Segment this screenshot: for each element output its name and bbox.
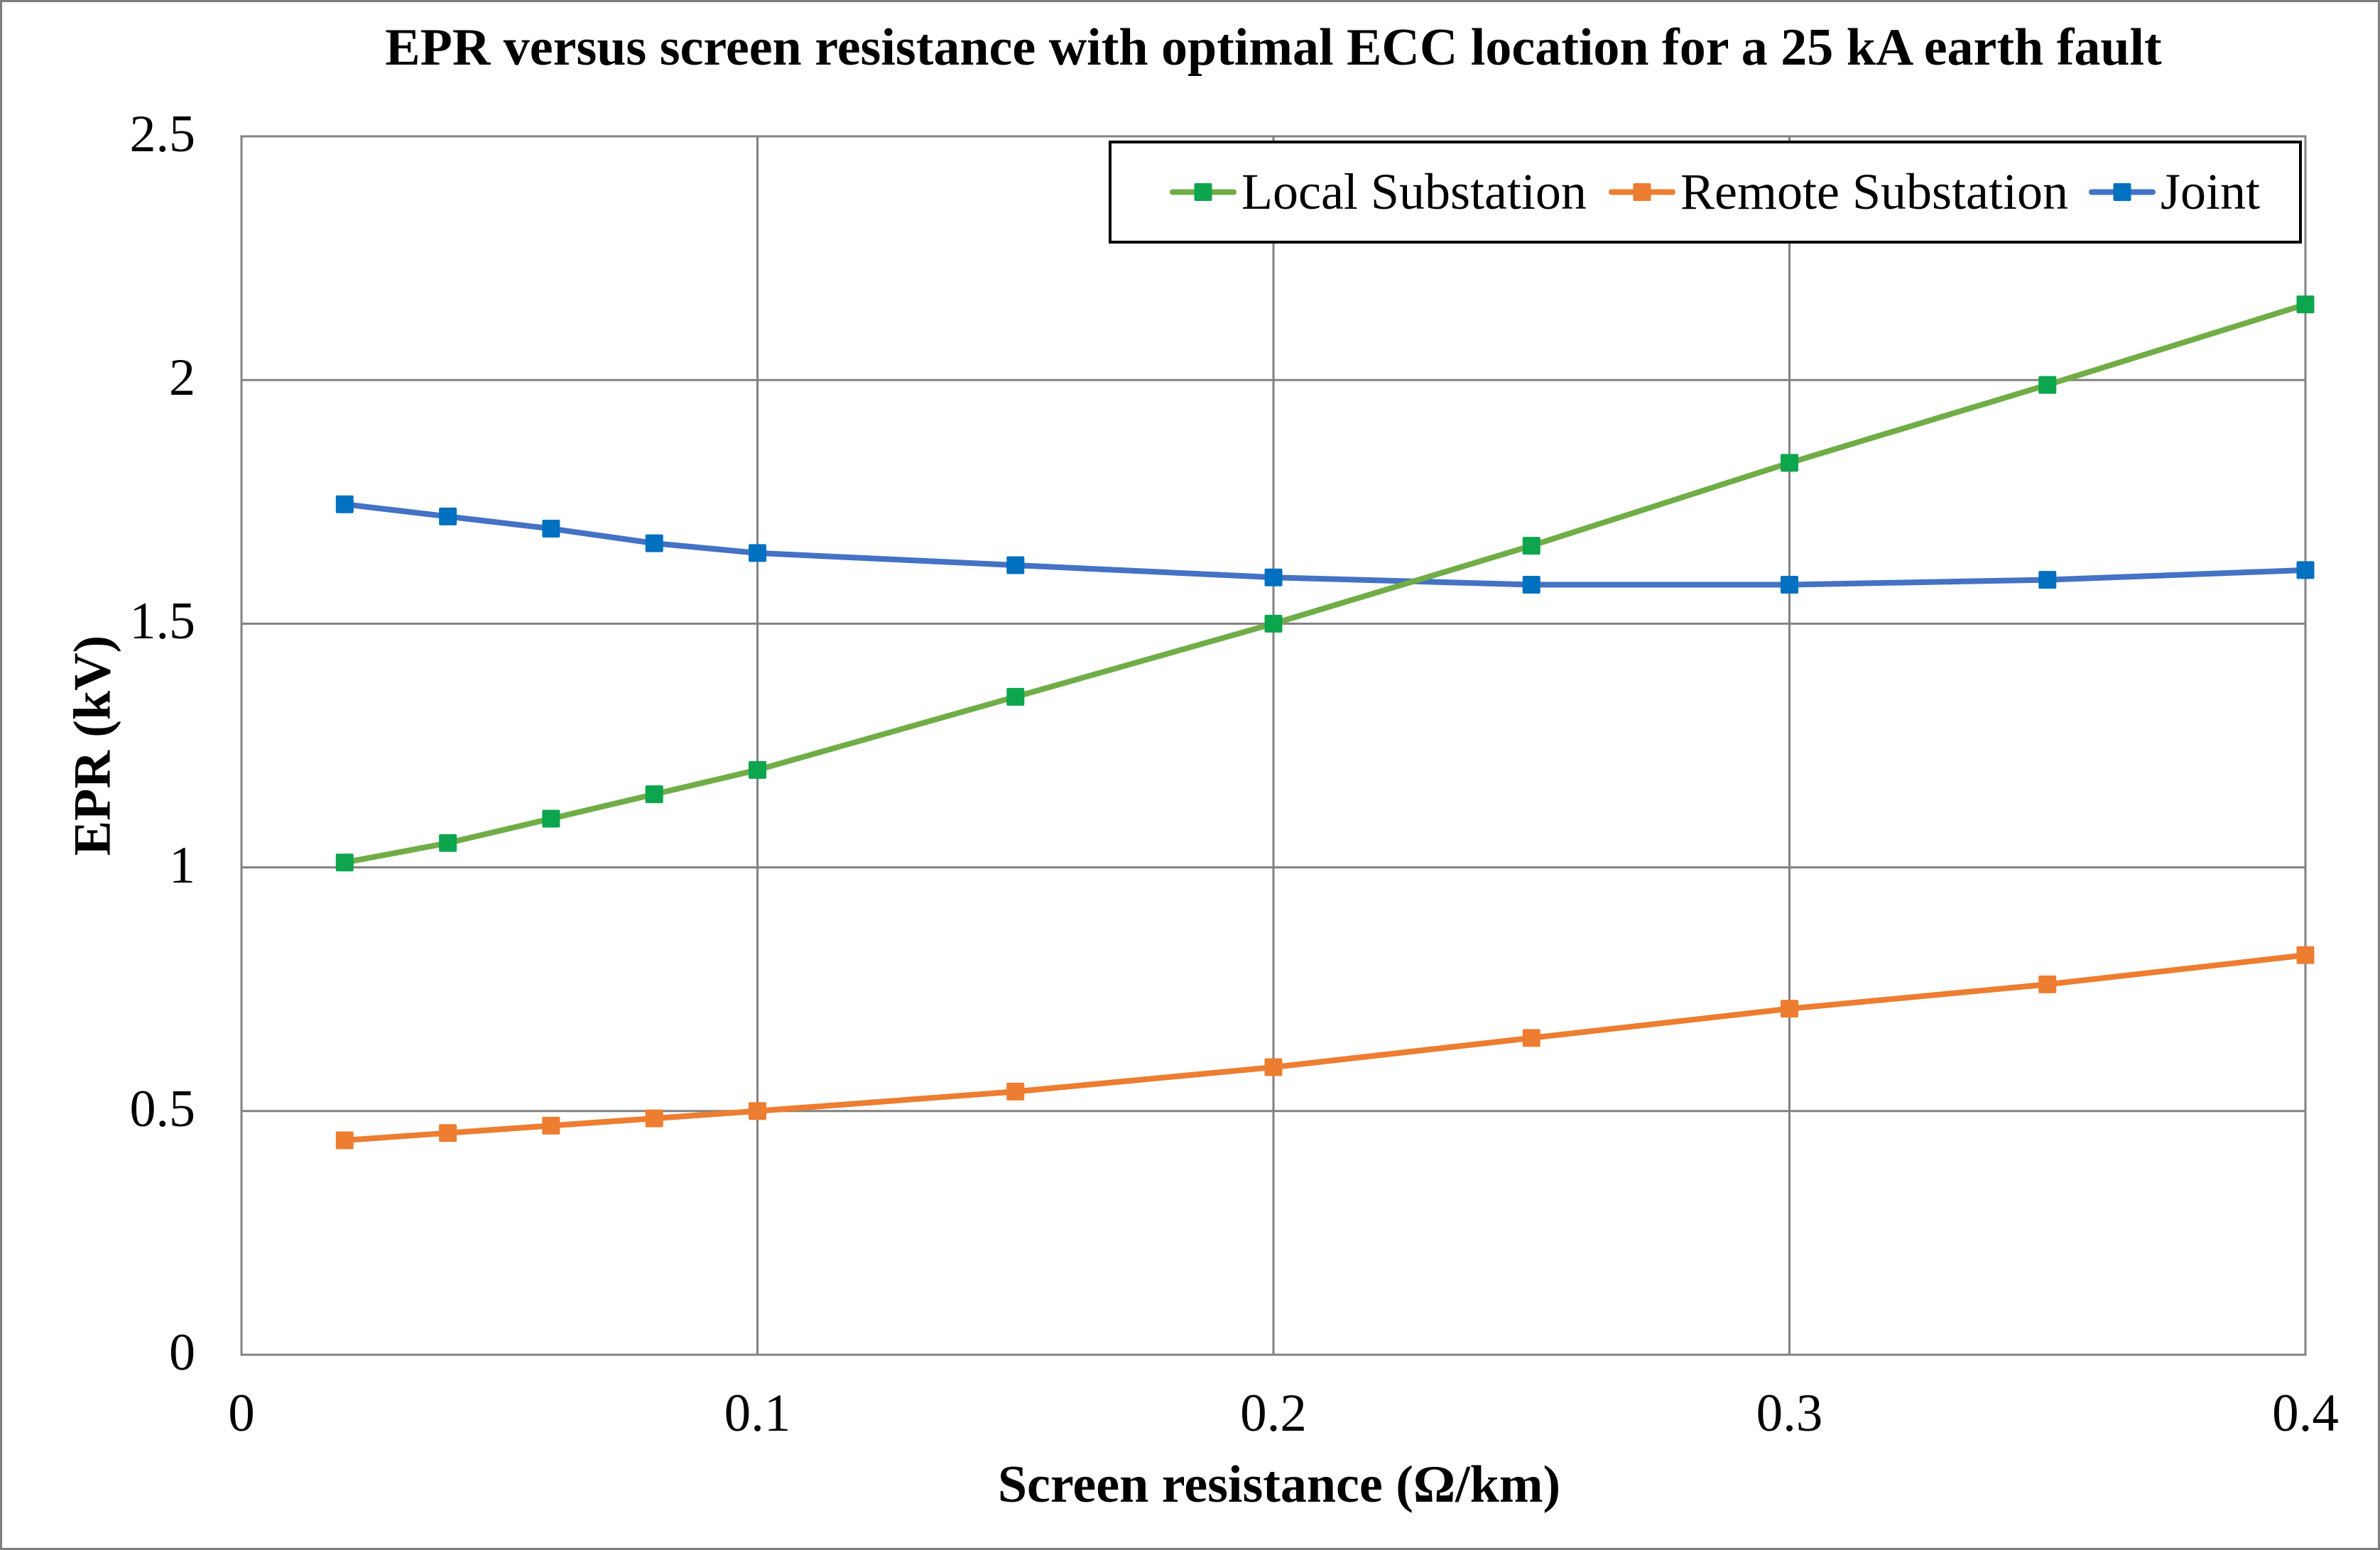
- series-marker-remote-substation: [2296, 946, 2315, 964]
- y-tick-label-0: 0: [169, 1323, 195, 1382]
- x-tick-label-0.1: 0.1: [724, 1384, 791, 1443]
- y-axis-title: EPR (kV): [63, 635, 122, 856]
- series-marker-joint: [645, 534, 663, 552]
- series-marker-joint: [749, 544, 766, 562]
- series-marker-local-substation: [335, 853, 354, 872]
- series-marker-joint: [1522, 575, 1541, 594]
- y-tick-label-0.5: 0.5: [129, 1079, 196, 1138]
- series-marker-local-substation: [1522, 537, 1541, 555]
- x-tick-label-0.2: 0.2: [1240, 1384, 1307, 1443]
- series-marker-remote-substation: [2038, 975, 2057, 993]
- x-tick-label-0.4: 0.4: [2272, 1384, 2339, 1443]
- series-marker-joint: [2296, 561, 2315, 579]
- series-marker-joint: [542, 520, 560, 538]
- series-marker-remote-substation: [439, 1124, 457, 1142]
- series-marker-local-substation: [542, 809, 560, 828]
- series-marker-joint: [1781, 575, 1798, 594]
- series-marker-remote-substation: [1781, 1000, 1798, 1018]
- series-marker-local-substation: [1781, 454, 1798, 472]
- series-marker-joint: [1264, 568, 1283, 586]
- legend-sample-joint: [2089, 183, 2156, 201]
- series-marker-joint: [439, 507, 457, 525]
- y-tick-label-1: 1: [169, 836, 195, 895]
- series-marker-joint: [335, 495, 354, 513]
- series-marker-local-substation: [439, 834, 457, 852]
- series-marker-remote-substation: [749, 1102, 766, 1120]
- series-line-joint: [342, 501, 2308, 588]
- legend-sample-remote-substation: [1609, 183, 1675, 201]
- series-marker-remote-substation: [645, 1109, 663, 1128]
- series-marker-remote-substation: [335, 1131, 354, 1150]
- x-tick-label-0: 0: [228, 1384, 255, 1443]
- legend-item-remote-substation: Remote Substation: [1609, 143, 2068, 241]
- legend-label-joint: Joint: [2161, 163, 2261, 220]
- legend-item-local-substation: Local Substation: [1170, 143, 1587, 241]
- series-marker-local-substation: [2296, 295, 2315, 314]
- series-marker-local-substation: [1006, 687, 1025, 706]
- legend-item-joint: Joint: [2089, 143, 2260, 241]
- series-marker-local-substation: [1264, 614, 1283, 633]
- series-line-local-substation: [342, 301, 2308, 866]
- legend-label-remote-substation: Remote Substation: [1680, 163, 2068, 220]
- series-marker-remote-substation: [1006, 1082, 1025, 1101]
- y-tick-label-1.5: 1.5: [129, 592, 196, 651]
- y-tick-label-2.5: 2.5: [129, 105, 196, 163]
- chart-title: EPR versus screen resistance with optima…: [385, 18, 2162, 77]
- series-marker-local-substation: [645, 785, 663, 804]
- series-marker-joint: [2038, 571, 2057, 589]
- plot-border: [240, 135, 2307, 1356]
- legend: Local Substation Remote Substation Joint: [1109, 141, 2302, 244]
- series-marker-local-substation: [749, 760, 766, 779]
- x-tick-label-0.3: 0.3: [1756, 1384, 1823, 1443]
- series-marker-joint: [1006, 556, 1025, 574]
- series-marker-remote-substation: [542, 1116, 560, 1135]
- series-line-remote-substation: [342, 952, 2308, 1143]
- series-marker-local-substation: [2038, 376, 2057, 394]
- series-marker-remote-substation: [1522, 1029, 1541, 1047]
- legend-sample-local-substation: [1170, 183, 1237, 201]
- series-marker-remote-substation: [1264, 1058, 1283, 1076]
- x-axis-title: Screen resistance (Ω/km): [997, 1456, 1561, 1514]
- y-tick-label-2: 2: [169, 349, 195, 408]
- legend-label-local-substation: Local Substation: [1241, 163, 1587, 220]
